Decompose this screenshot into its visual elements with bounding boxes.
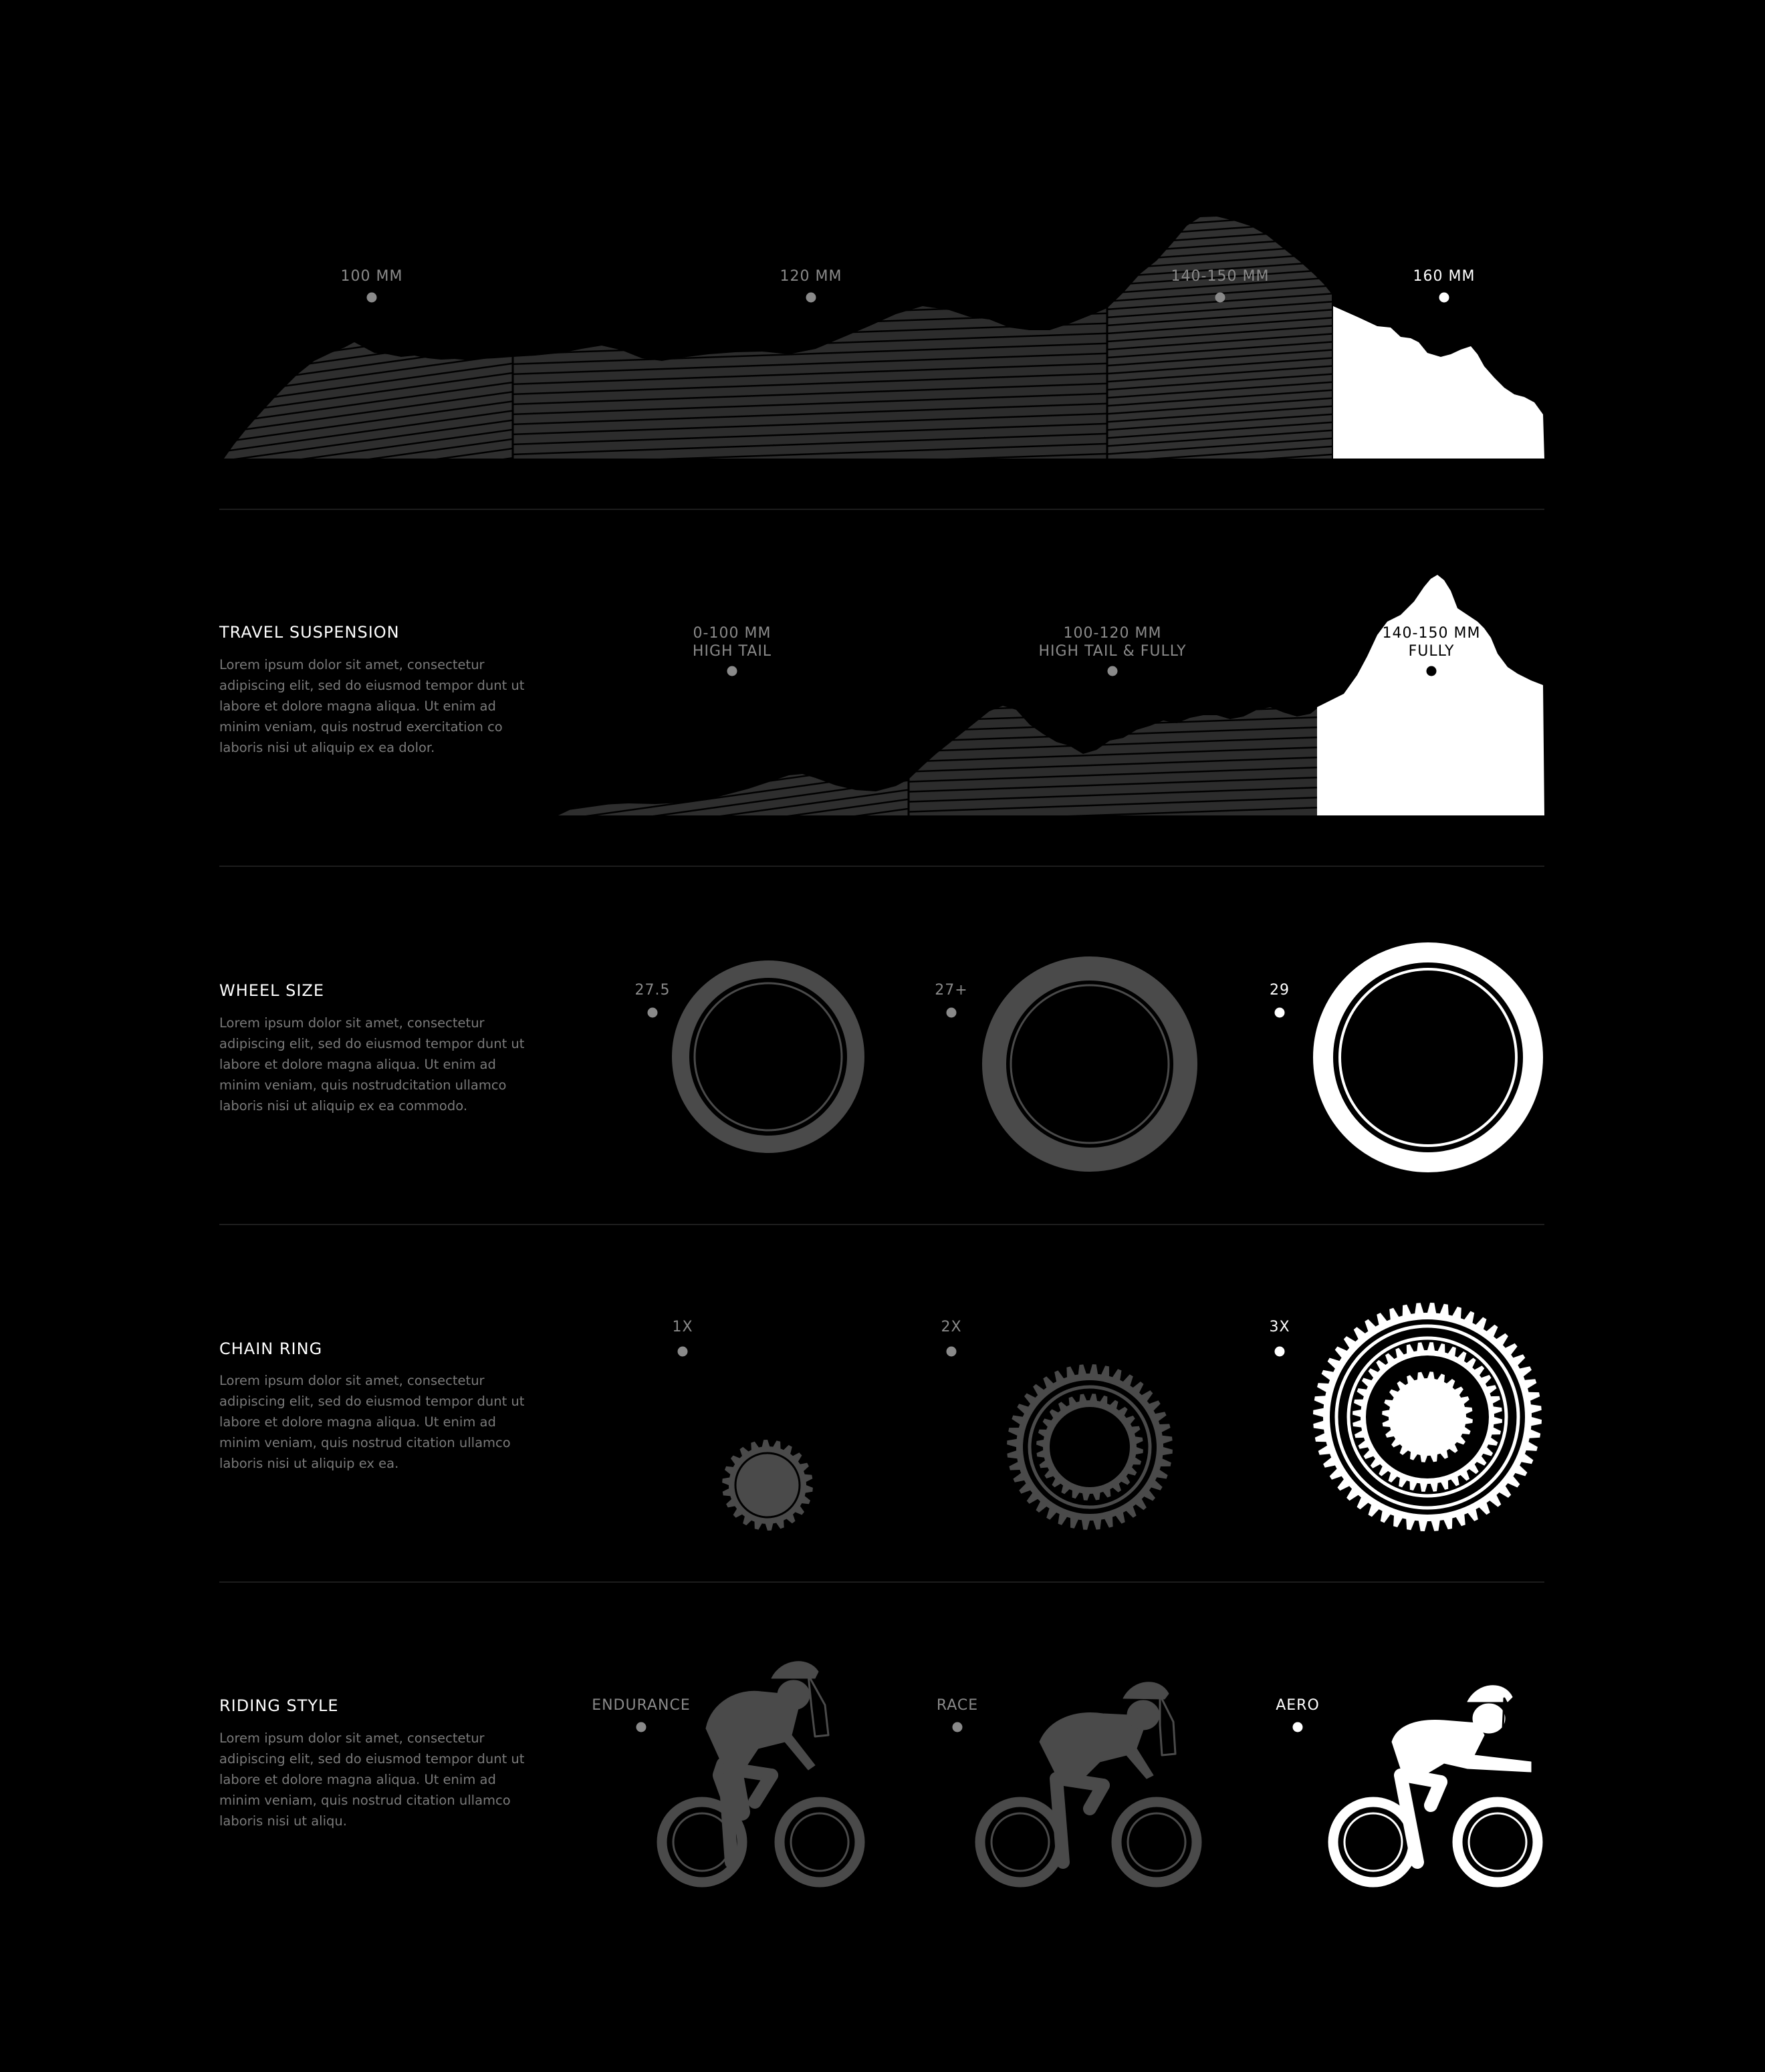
option-label-27-5: 27.5	[634, 982, 671, 999]
profile-segment-100mm	[224, 342, 513, 459]
dot-3x	[1274, 1346, 1285, 1357]
section-title-chain-ring: CHAIN RING	[219, 1339, 323, 1358]
label-100mm: 100 MM	[340, 268, 403, 285]
chain-ring-3x-ring-b	[1346, 1336, 1508, 1498]
top-profile-chart	[224, 217, 1544, 459]
chain-ring-3x-ring-a	[1334, 1324, 1520, 1510]
dot-endurance	[636, 1722, 646, 1732]
section-title-riding-style: RIDING STYLE	[219, 1696, 339, 1715]
divider	[219, 1224, 1544, 1225]
chain-ring-2x-hub	[1050, 1407, 1130, 1487]
dot-160mm	[1439, 292, 1449, 303]
section-description-wheel-size: Lorem ipsum dolor sit amet, consectetur …	[219, 1015, 525, 1114]
label-120mm: 120 MM	[780, 268, 842, 285]
chain-ring-graphics	[722, 1303, 1542, 1531]
profile-segment-120mm	[513, 306, 1107, 459]
option-label-3x: 3X	[1269, 1319, 1290, 1335]
chain-ring-3x-inner-gear	[1382, 1372, 1473, 1462]
section-description-riding-style: Lorem ipsum dolor sit amet, consectetur …	[219, 1730, 525, 1829]
option-label-endurance: ENDURANCE	[592, 1697, 691, 1714]
dot-100mm	[366, 292, 377, 303]
divider	[219, 866, 1544, 867]
dot-120mm	[806, 292, 816, 303]
dot-27-plus	[946, 1007, 957, 1018]
option-label-29: 29	[1270, 982, 1290, 999]
wheel-29-graphic	[1313, 942, 1543, 1172]
section-description-travel-suspension: Lorem ipsum dolor sit amet, consectetur …	[219, 657, 525, 755]
option-label-100-120mm: 100-120 MM HIGH TAIL & FULLY	[1038, 625, 1187, 660]
chain-ring-1x-inner-ring	[734, 1452, 801, 1519]
dot-race	[952, 1722, 963, 1732]
option-label-1x: 1X	[672, 1319, 693, 1335]
suspension-segment-140-150mm	[1317, 575, 1544, 815]
indicator-dots	[366, 292, 1449, 1732]
option-label-aero: AERO	[1276, 1697, 1320, 1714]
section-title-wheel-size: WHEEL SIZE	[219, 981, 325, 1000]
profile-segment-140-150mm	[1107, 217, 1332, 459]
divider	[219, 509, 1544, 510]
option-label-27-plus: 27+	[935, 982, 968, 999]
option-label-2x: 2X	[941, 1319, 962, 1335]
rider-aero-graphic	[1328, 1685, 1543, 1888]
suspension-segment-0-100mm	[558, 774, 909, 815]
section-description-chain-ring: Lorem ipsum dolor sit amet, consectetur …	[219, 1373, 525, 1471]
label-140-150mm-top: 140-150 MM	[1171, 268, 1270, 285]
dot-2x	[946, 1346, 957, 1357]
rider-race-graphic	[975, 1682, 1202, 1888]
dot-140-150mm-top	[1215, 292, 1225, 303]
suspension-segment-100-120mm	[909, 706, 1317, 815]
dot-aero	[1292, 1722, 1303, 1732]
label-160mm: 160 MM	[1413, 268, 1476, 285]
dot-27-5	[647, 1007, 658, 1018]
dot-100-120mm	[1107, 666, 1118, 676]
wheel-27-plus-graphic	[982, 956, 1197, 1172]
option-label-race: RACE	[936, 1697, 979, 1714]
divider	[219, 1581, 1544, 1583]
option-label-140-150mm: 140-150 MM FULLY	[1382, 625, 1481, 660]
dot-29	[1274, 1007, 1285, 1018]
rider-endurance-graphic	[657, 1661, 865, 1888]
option-label-0-100mm: 0-100 MM HIGH TAIL	[692, 625, 772, 660]
chain-ring-2x-middle-ring	[1028, 1385, 1152, 1509]
section-title-travel-suspension: TRAVEL SUSPENSION	[219, 623, 400, 642]
wheel-27-5-graphic	[672, 960, 864, 1153]
dot-1x	[677, 1346, 688, 1357]
profile-segment-160mm	[1333, 306, 1544, 459]
dot-140-150mm	[1426, 666, 1437, 676]
travel-suspension-chart	[558, 575, 1544, 815]
dot-0-100mm	[727, 666, 737, 676]
